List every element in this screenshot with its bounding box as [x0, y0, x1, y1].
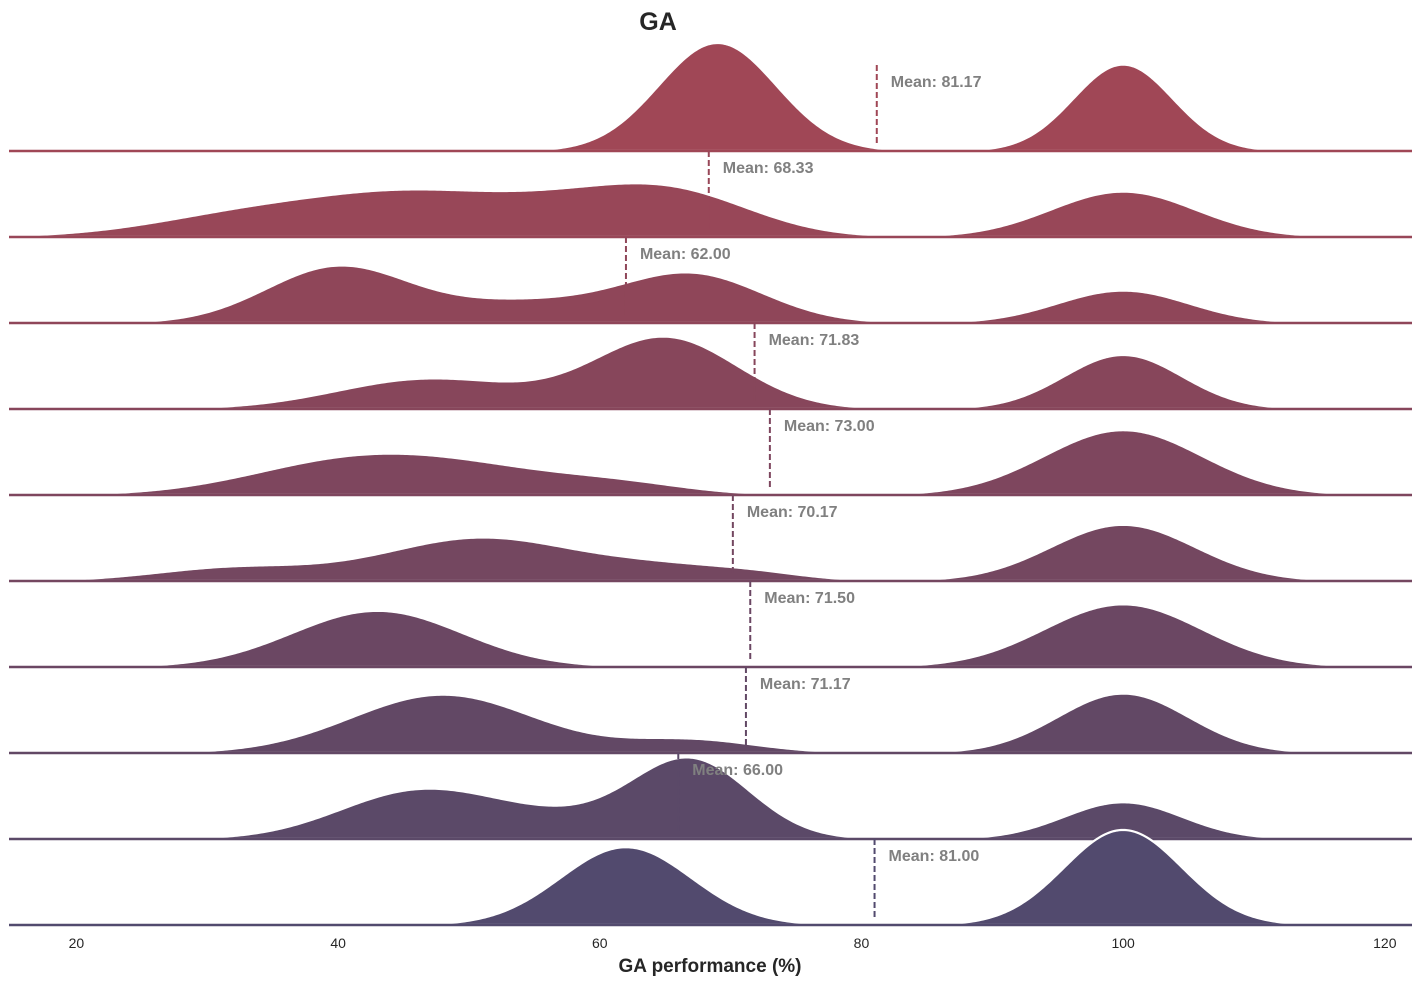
x-tick-120: 120 — [1373, 935, 1397, 951]
mean-label-6: Mean: 70.17 — [747, 504, 838, 521]
density-area-10 — [11, 828, 1411, 927]
mean-label-7: Mean: 71.50 — [764, 590, 855, 607]
density-area-4 — [11, 335, 1411, 411]
mean-label-4: Mean: 71.83 — [769, 332, 860, 349]
x-tick-100: 100 — [1111, 935, 1135, 951]
ridge-row-8: Mean: 71.17 — [9, 667, 1412, 755]
mean-label-3: Mean: 62.00 — [640, 246, 731, 263]
mean-label-9: Mean: 66.00 — [692, 762, 783, 779]
density-area-7 — [9, 603, 1413, 669]
x-axis-label: GA performance (%) — [619, 956, 802, 977]
ridge-row-10: Mean: 81.00 — [9, 828, 1412, 927]
density-area-5 — [9, 429, 1413, 497]
mean-label-8: Mean: 71.17 — [760, 676, 851, 693]
mean-label-5: Mean: 73.00 — [784, 418, 875, 435]
density-area-2 — [9, 182, 1413, 239]
density-area-1 — [11, 41, 1411, 153]
chart-title: GA — [639, 8, 677, 36]
ridge-row-5: Mean: 73.00 — [9, 409, 1413, 497]
density-area-3 — [11, 264, 1411, 325]
mean-label-10: Mean: 81.00 — [889, 848, 980, 865]
ridge-row-6: Mean: 70.17 — [9, 495, 1413, 583]
density-area-8 — [11, 692, 1411, 755]
mean-label-2: Mean: 68.33 — [723, 160, 814, 177]
mean-label-1: Mean: 81.17 — [891, 74, 982, 91]
ridges: Mean: 81.17 Mean: 68.33 Mean: 62.00 Mean: 7… — [9, 41, 1413, 927]
ridge-row-4: Mean: 71.83 — [9, 323, 1412, 411]
ridge-row-1: Mean: 81.17 — [9, 41, 1412, 153]
ridge-row-9: Mean: 66.00 — [9, 753, 1412, 841]
x-tick-80: 80 — [854, 935, 870, 951]
x-tick-40: 40 — [330, 935, 346, 951]
ridge-row-3: Mean: 62.00 — [9, 237, 1412, 325]
x-axis-ticks: 20 40 60 80 100 120 — [69, 935, 1397, 951]
density-area-9 — [11, 756, 1411, 841]
x-tick-20: 20 — [69, 935, 85, 951]
ridge-row-2: Mean: 68.33 — [9, 151, 1413, 239]
density-area-6 — [9, 523, 1413, 583]
ridge-row-7: Mean: 71.50 — [9, 581, 1413, 669]
x-tick-60: 60 — [592, 935, 608, 951]
